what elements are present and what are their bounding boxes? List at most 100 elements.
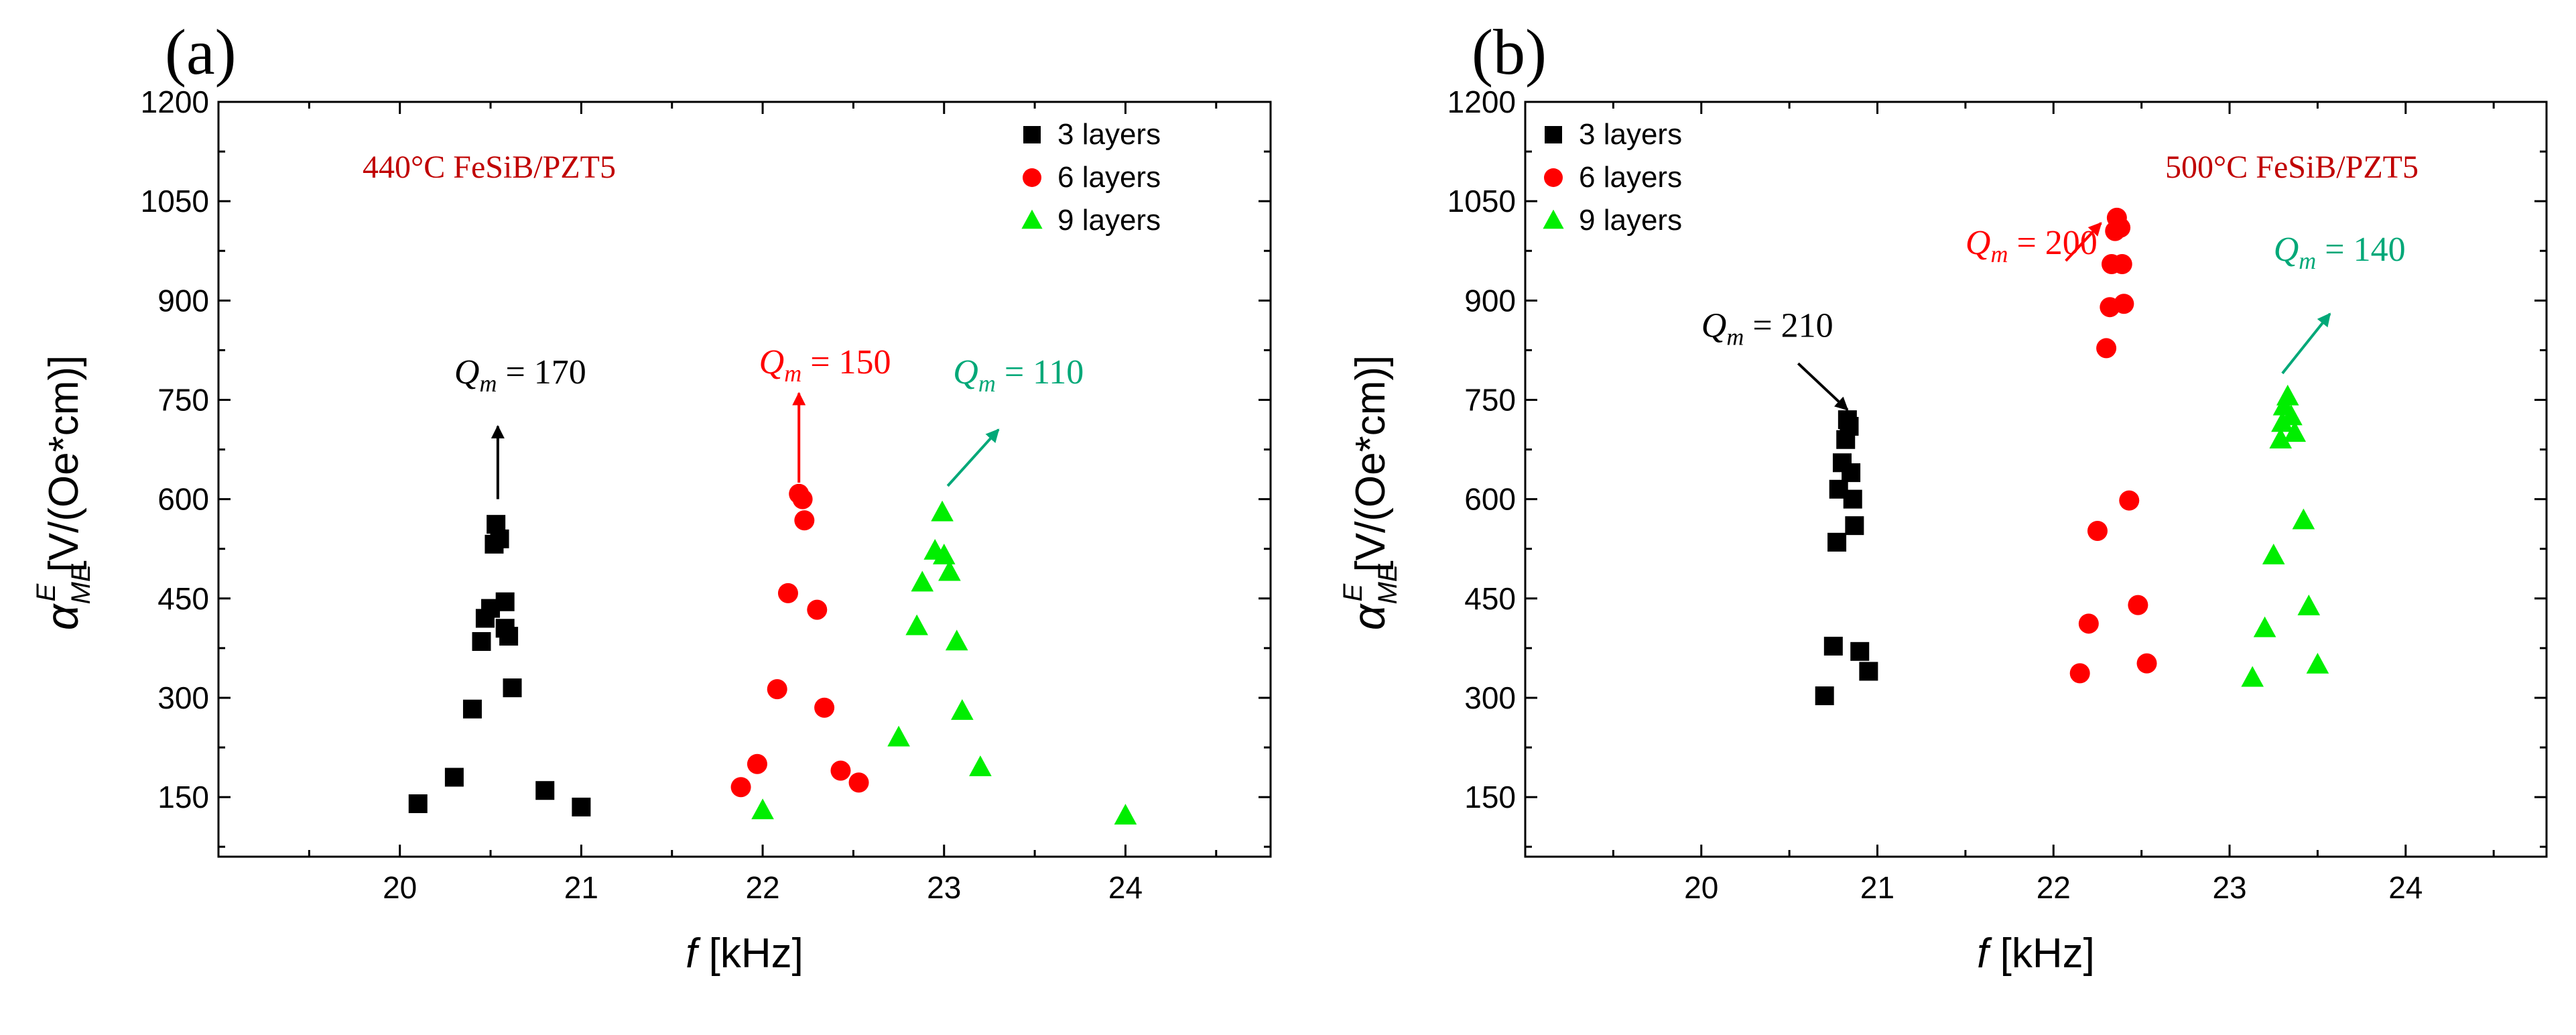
chart-title: 440°C FeSiB/PZT5	[363, 149, 616, 185]
data-point	[499, 627, 519, 646]
data-point	[911, 570, 934, 592]
data-point	[2114, 294, 2134, 314]
annotation-label: Qm = 200	[1966, 224, 2098, 267]
y-axis-label-sub: ME	[1373, 563, 1403, 604]
y-axis-label-unit: [V/(Oe*cm)]	[41, 355, 87, 584]
data-point	[2087, 521, 2108, 542]
data-point	[767, 679, 787, 700]
annotation-value: 140	[2354, 231, 2406, 269]
data-point	[462, 699, 482, 719]
plot-frame	[217, 101, 1272, 858]
data-point	[2297, 595, 2321, 615]
data-point	[2269, 428, 2293, 448]
data-point	[503, 678, 522, 698]
y-tick-label: 150	[157, 780, 209, 814]
annotation-eq: =	[801, 343, 838, 381]
legend-label: 6 layers	[1057, 161, 1161, 194]
data-point	[2283, 421, 2307, 442]
annotation-sub: m	[784, 360, 801, 387]
data-point	[1827, 532, 1847, 552]
legend-marker	[1543, 209, 1564, 229]
y-axis-label-sup: E	[31, 583, 61, 601]
annotation-value: 110	[1033, 353, 1084, 391]
data-point	[807, 599, 828, 620]
data-point	[945, 629, 968, 651]
legend-label: 6 layers	[1579, 161, 1682, 194]
annotation-arrow	[1797, 362, 1849, 411]
x-tick-label: 24	[1108, 870, 1143, 905]
y-tick-label: 150	[1464, 780, 1516, 814]
x-tick-label: 21	[1860, 870, 1894, 905]
data-point	[792, 489, 813, 509]
data-point	[1815, 686, 1834, 705]
y-tick-label: 1200	[141, 84, 209, 119]
data-point	[2096, 338, 2117, 359]
panel-label: (b)	[1472, 16, 1547, 88]
data-point	[969, 755, 992, 776]
data-point	[830, 760, 851, 781]
annotation-sub: m	[1990, 241, 2008, 267]
data-point	[2276, 384, 2299, 406]
y-tick-label: 600	[1464, 482, 1516, 517]
annotation-eq: =	[2008, 224, 2045, 262]
data-point	[2078, 613, 2099, 634]
annotation-q: Q	[2274, 231, 2299, 269]
annotation-eq: =	[497, 353, 533, 391]
x-axis-label: f [kHz]	[1977, 930, 2095, 977]
data-point	[2112, 253, 2132, 274]
y-tick-label: 900	[1464, 283, 1516, 318]
annotation-q: Q	[953, 353, 978, 391]
data-point	[2262, 543, 2285, 564]
annotation-value: 200	[2045, 224, 2098, 262]
x-tick-label: 22	[2037, 870, 2071, 905]
y-tick-label: 450	[157, 581, 209, 616]
annotation-eq: =	[996, 353, 1033, 391]
x-axis-label-unit: [kHz]	[1988, 930, 2094, 977]
legend-marker	[1021, 209, 1043, 229]
series-9-layers	[2241, 384, 2329, 687]
y-tick-label: 600	[157, 482, 209, 517]
data-point	[931, 500, 954, 522]
legend-label: 3 layers	[1057, 118, 1161, 151]
data-point	[472, 631, 491, 651]
annotation-eq: =	[1744, 307, 1781, 345]
y-tick-label: 450	[1464, 581, 1516, 616]
series-3-layers	[408, 515, 591, 816]
data-point	[1842, 463, 1861, 483]
data-point	[2253, 616, 2276, 637]
data-point	[1845, 516, 1864, 536]
data-point	[951, 699, 974, 720]
chart-title: 500°C FeSiB/PZT5	[2165, 149, 2419, 185]
legend-marker	[1544, 168, 1563, 187]
annotation-sub: m	[978, 370, 996, 397]
y-tick-label: 1200	[1447, 84, 1516, 119]
annotation-q: Q	[759, 343, 785, 381]
annotation-arrow	[2281, 312, 2331, 375]
x-tick-label: 22	[745, 870, 779, 905]
annotation-value: 170	[534, 353, 586, 391]
annotation-label: Qm = 150	[759, 343, 891, 387]
data-point	[2128, 595, 2148, 615]
data-point	[777, 583, 798, 603]
legend-label: 9 layers	[1579, 204, 1682, 237]
data-point	[1840, 416, 1859, 436]
series-6-layers	[2069, 207, 2157, 684]
x-tick-label: 24	[2388, 870, 2423, 905]
data-point	[535, 781, 555, 800]
data-point	[905, 614, 928, 635]
data-point	[2069, 663, 2090, 684]
annotation-value: 150	[839, 343, 891, 381]
legend-marker	[1545, 126, 1562, 143]
data-point	[495, 592, 515, 611]
data-point	[2241, 666, 2264, 687]
data-point	[1850, 642, 1870, 661]
y-tick-label: 1050	[1447, 184, 1516, 219]
panel-a: 20 21 22 23 24 150 300 450 600 750 900 1050 1200 f [k…	[31, 16, 1272, 977]
data-point	[938, 560, 961, 581]
annotation-arrow	[2065, 222, 2102, 262]
data-point	[1823, 636, 1843, 656]
annotation-sub: m	[2299, 247, 2316, 274]
annotation-value: 210	[1781, 307, 1833, 345]
